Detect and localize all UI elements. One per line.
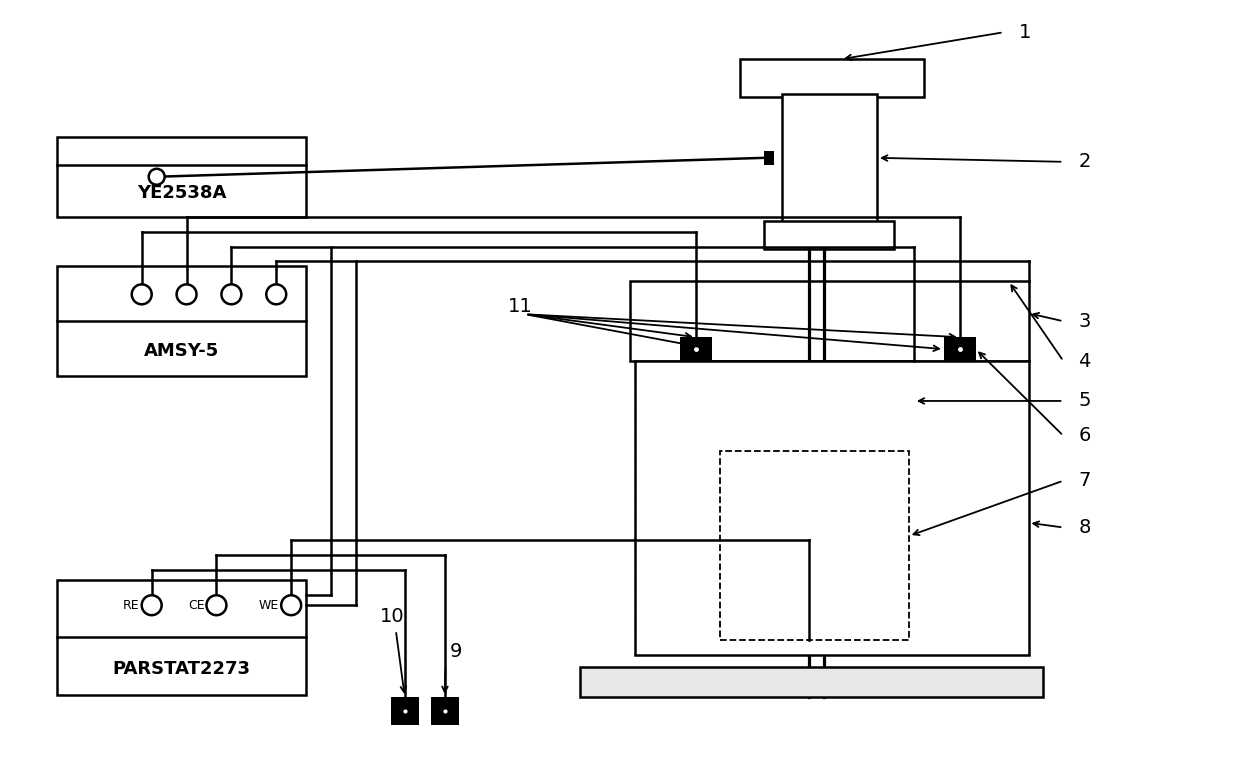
Bar [57,580,306,695]
Bar [391,697,419,725]
Bar [739,59,924,97]
Circle shape [149,169,165,185]
Text: 3: 3 [1079,312,1091,331]
Bar [630,282,1028,361]
Text: WE: WE [259,599,279,611]
Bar [635,361,704,655]
Bar [959,361,1028,655]
Bar [944,338,976,361]
Text: 8: 8 [1079,518,1091,537]
Text: 6: 6 [1079,426,1091,445]
Text: 5: 5 [1079,391,1091,411]
Text: 1: 1 [1018,23,1030,42]
Bar [782,94,877,222]
Circle shape [141,595,161,615]
Text: 4: 4 [1079,352,1091,371]
Text: 11: 11 [507,296,532,316]
Circle shape [131,284,151,304]
Bar [699,361,914,441]
Text: YE2538A: YE2538A [136,184,226,202]
Text: 7: 7 [1079,471,1091,490]
Text: 10: 10 [379,607,404,625]
Circle shape [281,595,301,615]
Bar [765,151,775,165]
Bar [680,338,712,361]
Bar [430,697,459,725]
Text: CE: CE [188,599,205,611]
Text: AMSY-5: AMSY-5 [144,342,219,360]
Circle shape [222,284,242,304]
Bar [719,451,909,640]
Bar [57,137,306,217]
Circle shape [207,595,227,615]
Bar [57,266,306,376]
Bar [635,361,1028,655]
Circle shape [267,284,286,304]
Circle shape [176,284,196,304]
Text: RE: RE [123,599,140,611]
Bar [765,220,894,248]
Text: 9: 9 [450,642,463,660]
Text: PARSTAT2273: PARSTAT2273 [113,660,250,678]
Text: 2: 2 [1079,152,1091,171]
Bar [580,667,1044,697]
